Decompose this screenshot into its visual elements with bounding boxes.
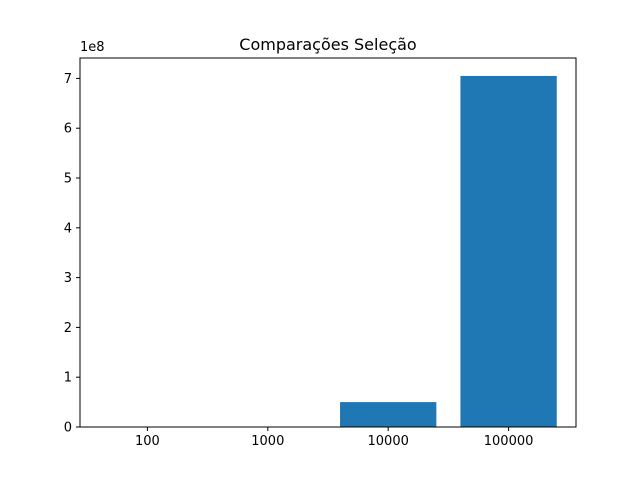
- y-tick-label: 4: [64, 221, 72, 236]
- x-tick-label: 100: [135, 434, 160, 449]
- x-tick-label: 100000: [484, 434, 534, 449]
- y-tick-label: 0: [64, 421, 72, 436]
- y-tick-label: 1: [64, 371, 72, 386]
- bars-group: [219, 75, 557, 427]
- axes-frame: [79, 57, 577, 428]
- y-tick-label: 3: [64, 271, 72, 286]
- y-tick-label: 7: [64, 72, 72, 87]
- x-axis: 100 1000 10000 100000: [135, 427, 533, 449]
- y-tick-label: 5: [64, 172, 72, 187]
- bar-10000: [340, 402, 437, 427]
- bar-100000: [460, 75, 557, 427]
- x-tick-label: 1000: [251, 434, 284, 449]
- x-tick-label: 10000: [368, 434, 409, 449]
- y-tick-label: 2: [64, 321, 72, 336]
- y-axis: 0 1 2 3 4 5 6 7: [64, 72, 80, 436]
- y-tick-label: 6: [64, 122, 72, 137]
- y-scale-label: 1e8: [80, 40, 105, 55]
- chart-title: Comparações Seleção: [239, 35, 416, 54]
